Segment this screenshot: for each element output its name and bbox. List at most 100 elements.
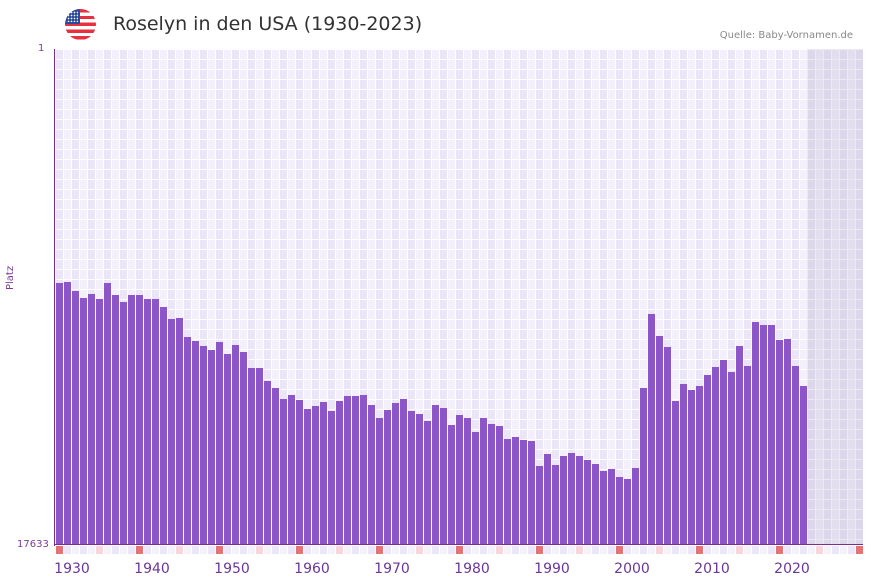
bar-2005[interactable] bbox=[656, 336, 663, 545]
bar-2000[interactable] bbox=[616, 477, 623, 545]
bar-1936[interactable] bbox=[104, 283, 111, 545]
bar-1992[interactable] bbox=[552, 465, 559, 545]
bar-1982[interactable] bbox=[472, 432, 479, 545]
bar-1930[interactable] bbox=[56, 283, 63, 545]
bar-1935[interactable] bbox=[96, 299, 103, 545]
bar-1946[interactable] bbox=[184, 337, 191, 545]
bar-1957[interactable] bbox=[272, 388, 279, 545]
bar-2011[interactable] bbox=[704, 375, 711, 545]
bar-1955[interactable] bbox=[256, 368, 263, 545]
bar-1976[interactable] bbox=[424, 421, 431, 545]
bar-1961[interactable] bbox=[304, 409, 311, 545]
bar-2020[interactable] bbox=[776, 340, 783, 545]
bar-1967[interactable] bbox=[352, 396, 359, 545]
bar-2015[interactable] bbox=[736, 346, 743, 545]
bar-1989[interactable] bbox=[528, 441, 535, 545]
bar-1940[interactable] bbox=[136, 295, 143, 545]
bar-1948[interactable] bbox=[200, 346, 207, 545]
bar-1978[interactable] bbox=[440, 408, 447, 545]
bar-1942[interactable] bbox=[152, 299, 159, 545]
bar-1973[interactable] bbox=[400, 399, 407, 545]
bar-1962[interactable] bbox=[312, 406, 319, 545]
bar-2006[interactable] bbox=[664, 347, 671, 545]
bar-1958[interactable] bbox=[280, 399, 287, 545]
bar-1943[interactable] bbox=[160, 307, 167, 545]
bar-2023[interactable] bbox=[800, 386, 807, 545]
year-marker bbox=[256, 546, 263, 554]
bar-1979[interactable] bbox=[448, 425, 455, 545]
bar-1974[interactable] bbox=[408, 411, 415, 545]
bar-1952[interactable] bbox=[232, 345, 239, 545]
bar-1966[interactable] bbox=[344, 396, 351, 545]
bar-2008[interactable] bbox=[680, 384, 687, 545]
bar-1945[interactable] bbox=[176, 318, 183, 545]
bar-1931[interactable] bbox=[64, 282, 71, 545]
bar-1972[interactable] bbox=[392, 403, 399, 545]
bar-2019[interactable] bbox=[768, 325, 775, 545]
bar-2007[interactable] bbox=[672, 401, 679, 545]
bar-2016[interactable] bbox=[744, 366, 751, 545]
bar-1986[interactable] bbox=[504, 439, 511, 545]
bar-1949[interactable] bbox=[208, 350, 215, 545]
bar-1947[interactable] bbox=[192, 341, 199, 545]
bar-1977[interactable] bbox=[432, 405, 439, 545]
bar-2004[interactable] bbox=[648, 314, 655, 545]
bar-1993[interactable] bbox=[560, 456, 567, 545]
bar-1932[interactable] bbox=[72, 291, 79, 545]
bar-1939[interactable] bbox=[128, 295, 135, 545]
bar-1937[interactable] bbox=[112, 295, 119, 545]
bar-1985[interactable] bbox=[496, 426, 503, 545]
bar-1938[interactable] bbox=[120, 302, 127, 545]
bar-1951[interactable] bbox=[224, 354, 231, 545]
bar-1996[interactable] bbox=[584, 460, 591, 545]
bar-1960[interactable] bbox=[296, 400, 303, 545]
bar-1959[interactable] bbox=[288, 395, 295, 545]
bar-1984[interactable] bbox=[488, 424, 495, 545]
bar-1933[interactable] bbox=[80, 298, 87, 545]
bar-1997[interactable] bbox=[592, 464, 599, 545]
bar-1964[interactable] bbox=[328, 411, 335, 545]
bar-1965[interactable] bbox=[336, 401, 343, 545]
bar-2017[interactable] bbox=[752, 322, 759, 545]
bar-2009[interactable] bbox=[688, 390, 695, 545]
year-marker bbox=[384, 546, 391, 554]
bar-1975[interactable] bbox=[416, 414, 423, 545]
bar-1980[interactable] bbox=[456, 415, 463, 545]
bar-1983[interactable] bbox=[480, 418, 487, 545]
bar-2014[interactable] bbox=[728, 372, 735, 545]
bar-1950[interactable] bbox=[216, 342, 223, 545]
bar-1991[interactable] bbox=[544, 454, 551, 545]
bar-1999[interactable] bbox=[608, 469, 615, 545]
bar-2001[interactable] bbox=[624, 479, 631, 545]
bar-2002[interactable] bbox=[632, 468, 639, 545]
bar-1954[interactable] bbox=[248, 368, 255, 545]
bar-1968[interactable] bbox=[360, 395, 367, 545]
bar-1981[interactable] bbox=[464, 418, 471, 545]
source-link[interactable]: Quelle: Baby-Vornamen.de bbox=[719, 30, 853, 41]
bar-1994[interactable] bbox=[568, 453, 575, 545]
bar-1941[interactable] bbox=[144, 299, 151, 545]
bar-1944[interactable] bbox=[168, 319, 175, 545]
bar-2003[interactable] bbox=[640, 388, 647, 545]
bar-2022[interactable] bbox=[792, 366, 799, 545]
bar-1995[interactable] bbox=[576, 456, 583, 545]
year-marker bbox=[248, 546, 255, 554]
year-marker bbox=[544, 546, 551, 554]
bar-1990[interactable] bbox=[536, 466, 543, 545]
year-marker bbox=[704, 546, 711, 554]
bar-1998[interactable] bbox=[600, 471, 607, 545]
bar-1953[interactable] bbox=[240, 352, 247, 545]
bar-1969[interactable] bbox=[368, 405, 375, 545]
bar-1971[interactable] bbox=[384, 410, 391, 545]
bar-1963[interactable] bbox=[320, 402, 327, 545]
bar-1987[interactable] bbox=[512, 437, 519, 545]
bar-1956[interactable] bbox=[264, 381, 271, 545]
bar-2013[interactable] bbox=[720, 360, 727, 545]
bar-2021[interactable] bbox=[784, 339, 791, 545]
bar-1970[interactable] bbox=[376, 418, 383, 545]
bar-2010[interactable] bbox=[696, 386, 703, 545]
bar-2018[interactable] bbox=[760, 325, 767, 545]
bar-2012[interactable] bbox=[712, 367, 719, 545]
bar-1988[interactable] bbox=[520, 440, 527, 545]
bar-1934[interactable] bbox=[88, 294, 95, 545]
